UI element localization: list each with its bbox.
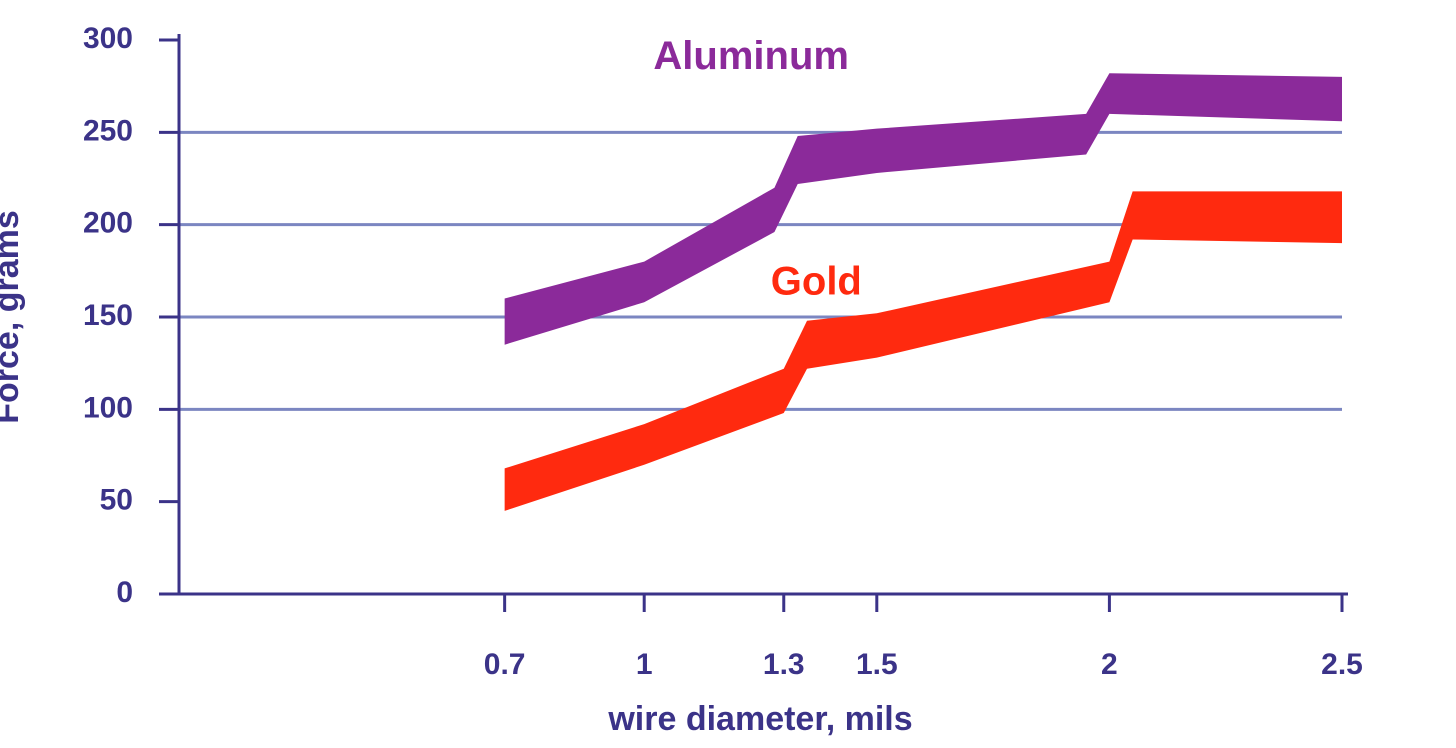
x-axis-title: wire diameter, mils xyxy=(607,700,912,738)
y-tick-label: 300 xyxy=(83,22,133,55)
y-axis-title: Force, grams xyxy=(0,210,26,424)
series-label-aluminum: Aluminum xyxy=(653,34,849,78)
y-tick-label: 250 xyxy=(83,114,133,147)
y-tick-label: 200 xyxy=(83,207,133,240)
y-tick-label: 50 xyxy=(100,484,133,517)
x-tick-label: 1 xyxy=(636,648,653,681)
y-tick-label: 0 xyxy=(116,576,133,609)
x-tick-label: 2.5 xyxy=(1321,648,1363,681)
chart-container: 0 50 100 150 200 250 300 0.7 1 1.3 1.5 2 2.5 Force, g… xyxy=(0,0,1456,748)
x-tick-label: 1.3 xyxy=(763,648,805,681)
y-tick-label: 100 xyxy=(83,391,133,424)
series-gold xyxy=(505,191,1342,510)
x-tick-label: 0.7 xyxy=(484,648,526,681)
x-tick-label: 2 xyxy=(1101,648,1118,681)
series-label-gold: Gold xyxy=(771,259,862,303)
y-tick-label: 150 xyxy=(83,299,133,332)
x-tick-label: 1.5 xyxy=(856,648,898,681)
chart-svg: 0 50 100 150 200 250 300 0.7 1 1.3 1.5 2 2.5 Force, g… xyxy=(0,0,1456,748)
